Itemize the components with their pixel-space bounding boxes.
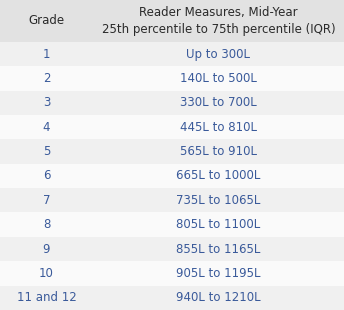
Text: 4: 4: [43, 121, 50, 134]
Text: 11 and 12: 11 and 12: [17, 291, 76, 304]
Text: Grade: Grade: [28, 15, 65, 27]
Text: 2: 2: [43, 72, 50, 85]
Text: 905L to 1195L: 905L to 1195L: [176, 267, 261, 280]
Text: 9: 9: [43, 242, 50, 255]
Bar: [0, 140, 344, 164]
Text: 940L to 1210L: 940L to 1210L: [176, 291, 261, 304]
Text: 8: 8: [43, 218, 50, 231]
Text: 855L to 1165L: 855L to 1165L: [176, 242, 261, 255]
Bar: [0, 188, 344, 212]
Bar: [0, 42, 344, 66]
Bar: [0, 261, 344, 286]
Bar: [0, 237, 344, 261]
Bar: [0, 286, 344, 310]
Text: 565L to 910L: 565L to 910L: [180, 145, 257, 158]
Text: 140L to 500L: 140L to 500L: [180, 72, 257, 85]
Bar: [0, 115, 344, 140]
Text: 735L to 1065L: 735L to 1065L: [176, 194, 261, 207]
Text: 7: 7: [43, 194, 50, 207]
Text: Reader Measures, Mid-Year
25th percentile to 75th percentile (IQR): Reader Measures, Mid-Year 25th percentil…: [101, 6, 335, 36]
Text: 3: 3: [43, 96, 50, 109]
Text: 665L to 1000L: 665L to 1000L: [176, 170, 261, 182]
Bar: [0, 212, 344, 237]
Bar: [0, 164, 344, 188]
Text: Up to 300L: Up to 300L: [186, 47, 250, 60]
Bar: [0, 91, 344, 115]
Text: 6: 6: [43, 170, 50, 182]
Text: 445L to 810L: 445L to 810L: [180, 121, 257, 134]
Bar: [0, 66, 344, 91]
Text: 5: 5: [43, 145, 50, 158]
Bar: [0, 0, 344, 42]
Text: 1: 1: [43, 47, 50, 60]
Text: 330L to 700L: 330L to 700L: [180, 96, 257, 109]
Text: 10: 10: [39, 267, 54, 280]
Text: 805L to 1100L: 805L to 1100L: [176, 218, 260, 231]
